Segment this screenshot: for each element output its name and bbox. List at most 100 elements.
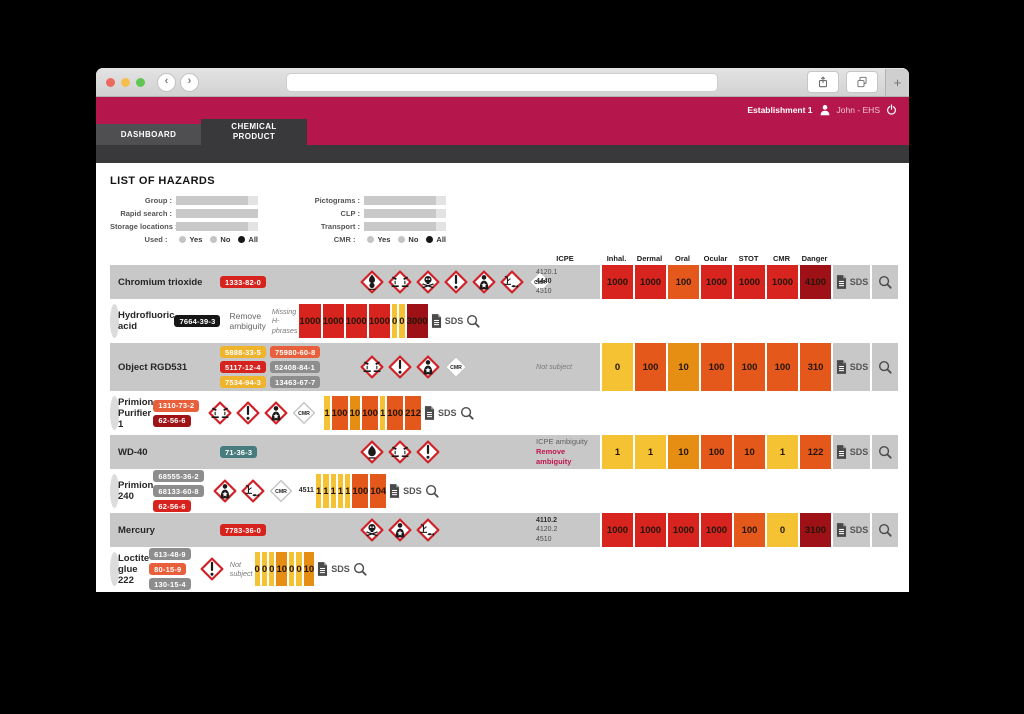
cmr-radio-label-no: No <box>408 235 419 244</box>
rapid-search-label: Rapid search : <box>120 209 172 218</box>
sds-document-icon <box>423 405 436 421</box>
pictograms-cell <box>355 513 530 547</box>
used-radio-yes[interactable] <box>179 236 187 243</box>
back-button[interactable]: ‹ <box>157 72 176 92</box>
filter-row-rapid-search: Rapid search : <box>110 209 258 218</box>
browser-chrome: ‹ › + <box>96 68 909 97</box>
remove-ambiguity-link[interactable]: Remove ambiguity <box>536 447 572 466</box>
svg-text:CMR: CMR <box>298 411 310 417</box>
filter-row-group: Group : <box>110 196 258 205</box>
view-details-button[interactable] <box>870 513 898 547</box>
sds-button[interactable]: SDS <box>831 265 870 299</box>
cas-badge: 5117-12-4 <box>220 361 266 373</box>
value-cell-inhal: 0 <box>252 552 260 586</box>
health-hazard-icon <box>264 401 288 425</box>
share-button[interactable] <box>807 71 839 93</box>
icpe-line: Not subject <box>229 559 253 578</box>
group-select[interactable] <box>176 196 258 205</box>
exclamation-icon <box>200 557 224 581</box>
remove-ambiguity-note[interactable]: Remove ambiguity <box>229 311 266 331</box>
value-cell-ocular: 100 <box>699 343 732 391</box>
url-bar[interactable] <box>286 73 718 92</box>
cas-badge: 62-56-6 <box>153 414 191 427</box>
icpe-cell: Missing H-phrases <box>266 304 298 338</box>
view-details-button[interactable] <box>456 396 476 430</box>
transport-select[interactable] <box>364 222 446 231</box>
table-row: WD-40 71-36-3 ICPE ambiguity Remove ambigui… <box>110 435 898 469</box>
app-header: Establishment 1 John - EHS <box>96 97 909 122</box>
magnifier-icon <box>877 274 894 291</box>
value-cell-oral: 1000 <box>666 513 699 547</box>
value-cell-inhal: 1000 <box>600 513 633 547</box>
cas-badge: 52408-84-1 <box>269 361 320 373</box>
tab-dashboard[interactable]: DASHBOARD <box>96 124 201 145</box>
nav-tab-bar: DASHBOARD CHEMICAL PRODUCT <box>96 119 909 145</box>
tab-overview-button[interactable] <box>846 71 878 93</box>
sds-button[interactable]: SDS <box>386 474 422 508</box>
value-cell-danger: 4100 <box>798 265 831 299</box>
used-radio-no[interactable] <box>210 236 218 243</box>
traffic-lights <box>106 77 145 87</box>
storage-locations-select[interactable] <box>176 222 258 231</box>
sds-document-icon <box>835 274 848 290</box>
cmr-radio-yes[interactable] <box>367 236 375 243</box>
cas-badge: 1310-73-2 <box>153 399 200 412</box>
sds-button[interactable]: SDS <box>831 343 870 391</box>
cmr-radio-no[interactable] <box>398 236 406 243</box>
icpe-line: ICPE ambiguity <box>536 437 588 447</box>
icpe-cell: Not subject <box>224 552 253 586</box>
cas-numbers-cell: 613-48-9 80-15-9 130-15-4 <box>149 548 195 590</box>
minimize-window-button[interactable] <box>121 77 130 87</box>
view-details-button[interactable] <box>463 304 482 338</box>
close-window-button[interactable] <box>106 77 115 87</box>
cas-badge: 130-15-4 <box>149 578 191 590</box>
zoom-window-button[interactable] <box>136 77 145 87</box>
value-cell-cmr: 0 <box>765 513 798 547</box>
cas-badge: 5888-33-5 <box>220 346 266 358</box>
column-header-ocular: Ocular <box>703 254 728 263</box>
value-cell-stot: 1 <box>343 474 351 508</box>
sds-button[interactable]: SDS <box>831 513 870 547</box>
value-cell-cmr: 100 <box>765 343 798 391</box>
view-details-button[interactable] <box>421 474 441 508</box>
view-details-button[interactable] <box>870 343 898 391</box>
sds-button[interactable]: SDS <box>831 435 870 469</box>
sds-document-icon <box>835 444 848 460</box>
cmr-radio-label-all: All <box>436 235 446 244</box>
hazards-table: ICPE Inhal. Dermal Oral Ocular STOT CMR Danger … <box>110 252 898 590</box>
corrosion-icon <box>388 440 412 464</box>
used-radio-all[interactable] <box>238 236 246 243</box>
sds-button[interactable]: SDS <box>427 304 463 338</box>
table-row: Hydrofluoric acid 7664-39-3 Remove ambigui… <box>110 304 480 338</box>
column-header-cmr: CMR <box>772 254 791 263</box>
cmr-icon: CMR <box>269 479 293 503</box>
sds-button[interactable]: SDS <box>420 396 457 430</box>
user-avatar-icon[interactable] <box>818 103 832 117</box>
value-cell-danger: 310 <box>798 343 831 391</box>
value-cell-dermal: 1 <box>633 435 666 469</box>
chemical-name: Loctite glue 222 <box>118 552 150 586</box>
view-details-button[interactable] <box>349 552 369 586</box>
column-header-dermal: Dermal <box>636 254 663 263</box>
cmr-radio-all[interactable] <box>426 236 434 243</box>
pictograms-cell: CMR <box>355 343 530 391</box>
power-logout-icon[interactable] <box>885 103 898 116</box>
sds-button[interactable]: SDS <box>314 552 350 586</box>
cas-badge: 71-36-3 <box>220 446 258 458</box>
icpe-line: 4510 <box>536 287 552 295</box>
skull-icon <box>416 270 440 294</box>
value-cell-stot: 0 <box>389 304 398 338</box>
view-details-button[interactable] <box>870 265 898 299</box>
view-details-button[interactable] <box>870 435 898 469</box>
value-cell-ocular: 100 <box>360 396 378 430</box>
new-tab-button[interactable]: + <box>885 68 909 96</box>
pictograms-select[interactable] <box>364 196 446 205</box>
rapid-search-input[interactable] <box>176 209 258 218</box>
cmr-label: CMR : <box>333 235 356 244</box>
tab-chemical-product[interactable]: CHEMICAL PRODUCT <box>201 119 307 145</box>
filter-panel: Group : Rapid search : Storage locations :… <box>110 196 898 244</box>
svg-text:CMR: CMR <box>534 280 546 286</box>
cas-numbers-cell: 68555-36-2 68133-60-8 62-56-6 <box>153 470 207 512</box>
clp-select[interactable] <box>364 209 446 218</box>
forward-button[interactable]: › <box>180 72 199 92</box>
